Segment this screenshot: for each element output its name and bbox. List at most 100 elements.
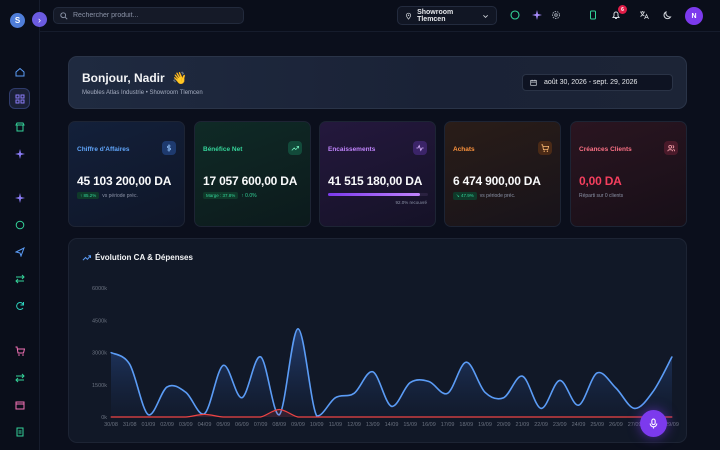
moon-icon[interactable] [661,8,675,22]
y-tick-label: 0k [101,415,107,421]
collapse-sidebar-button[interactable]: › [32,12,47,27]
expense-point[interactable] [503,416,505,418]
expense-point[interactable] [185,416,187,418]
expense-point[interactable] [222,416,224,418]
date-range-picker[interactable]: août 30, 2026 - sept. 29, 2026 [522,74,673,91]
expense-point[interactable] [297,416,299,418]
expense-point[interactable] [129,416,131,418]
box-icon[interactable] [9,394,30,415]
revenue-point[interactable] [110,351,112,354]
expense-point[interactable] [353,416,355,418]
sparkles-icon[interactable] [9,187,30,208]
revenue-point[interactable] [316,415,318,417]
showroom-select[interactable]: Showroom Tlemcen [397,6,497,25]
expense-point[interactable] [166,416,168,418]
expense-point[interactable] [484,416,486,418]
cart-icon[interactable] [9,340,30,361]
revenue-point[interactable] [353,392,355,394]
expense-point[interactable] [110,416,112,418]
sparkles-icon[interactable] [530,8,544,22]
kpi-card-purchases[interactable]: Achats 6 474 900,00 DA ↘ 47.9% vs période… [444,121,561,227]
receipt-icon[interactable] [9,421,30,442]
revenue-point[interactable] [409,382,411,384]
revenue-point[interactable] [521,375,523,377]
expense-point[interactable] [447,416,449,418]
revenue-point[interactable] [671,356,673,358]
send-icon[interactable] [9,241,30,262]
expense-point[interactable] [428,416,430,418]
revenue-point[interactable] [222,364,224,366]
x-tick-label: 14/09 [385,422,399,428]
revenue-point[interactable] [447,392,449,394]
revenue-point[interactable] [503,397,505,399]
wave-emoji: 👋 [172,71,187,85]
sparkles-icon[interactable] [9,143,30,164]
expense-point[interactable] [241,416,243,418]
expense-point[interactable] [559,416,561,418]
chat-icon[interactable] [508,8,522,22]
voice-assistant-button[interactable] [640,410,667,437]
kpi-card-receivables[interactable]: Créances Clients 0,00 DA Réparti sur 0 c… [570,121,687,227]
revenue-point[interactable] [241,397,243,399]
expense-point[interactable] [334,416,336,418]
revenue-point[interactable] [559,379,561,382]
expense-point[interactable] [316,416,318,418]
expense-point[interactable] [278,408,280,410]
search-input[interactable] [73,12,233,19]
kpi-card-revenue[interactable]: Chiffre d'Affaires 45 103 200,00 DA ↑ 85… [68,121,185,227]
expense-point[interactable] [204,413,205,415]
notification-badge: 6 [618,5,627,14]
expense-point[interactable] [578,416,579,418]
expense-point[interactable] [521,416,523,418]
revenue-point[interactable] [297,328,299,330]
home-icon[interactable] [9,61,30,82]
revenue-point[interactable] [540,407,542,409]
revenue-point[interactable] [428,380,430,383]
revenue-point[interactable] [577,404,580,406]
revenue-point[interactable] [260,356,262,358]
revenue-point[interactable] [615,387,617,389]
expense-point[interactable] [147,416,149,418]
expense-point[interactable] [465,416,467,418]
gear-icon[interactable] [549,8,563,22]
expense-point[interactable] [596,416,598,418]
expense-point[interactable] [372,416,374,418]
grid-icon[interactable] [9,88,30,109]
revenue-point[interactable] [147,414,149,416]
refresh-icon[interactable] [9,295,30,316]
expense-point[interactable] [634,416,636,418]
revenue-point[interactable] [334,397,336,399]
revenue-point[interactable] [278,414,280,416]
expense-point[interactable] [671,416,673,418]
expense-point[interactable] [540,416,542,418]
expense-point[interactable] [615,416,617,418]
expense-point[interactable] [409,416,411,418]
device-icon[interactable] [586,8,600,22]
store-icon[interactable] [9,116,30,137]
greeting-banner: Bonjour, Nadir 👋 Meubles Atlas Industrie… [68,56,687,109]
revenue-point[interactable] [634,407,636,409]
bell-icon[interactable] [609,8,623,22]
x-tick-label: 09/09 [291,422,305,428]
revenue-point[interactable] [596,372,598,374]
kpi-card-collections[interactable]: Encaissements 41 515 180,00 DA 92.0% rec… [319,121,436,227]
revenue-point[interactable] [372,371,374,373]
revenue-point[interactable] [652,390,654,392]
kpi-card-net-profit[interactable]: Bénéfice Net 17 057 600,00 DA Marge : 37… [194,121,311,227]
avatar[interactable]: N [685,7,703,25]
revenue-point[interactable] [185,391,187,393]
revenue-point[interactable] [484,391,486,393]
revenue-point[interactable] [390,405,393,407]
kpi-title: Chiffre d'Affaires [77,146,130,153]
revenue-point[interactable] [129,363,131,365]
translate-icon[interactable] [637,8,651,22]
transfer-icon[interactable] [9,268,30,289]
revenue-point[interactable] [465,361,467,363]
transfer-icon[interactable] [9,367,30,388]
kpi-badge: ↘ 47.9% [453,192,477,200]
search-box[interactable] [53,7,244,24]
chat-icon[interactable] [9,214,30,235]
revenue-point[interactable] [166,386,168,388]
expense-point[interactable] [391,416,392,418]
expense-point[interactable] [260,416,262,418]
